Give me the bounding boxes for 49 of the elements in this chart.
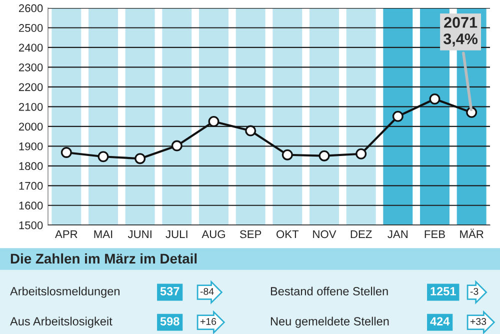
text: +16 [200, 318, 216, 325]
x-tick-label: DEZ [350, 230, 372, 238]
x-tick-label: JUNI [128, 230, 152, 238]
point [429, 94, 440, 104]
text: 598 [160, 317, 180, 326]
x-tick-label: MAI [94, 230, 112, 238]
point [356, 148, 367, 160]
y-tick-label: 1500 [19, 221, 43, 230]
text: Die Zahlen im März im Detail [10, 253, 197, 264]
y-tick-label: 2000 [18, 122, 43, 131]
point [208, 116, 220, 127]
x-tick-label: JULI [166, 230, 188, 238]
y-tick-label: 2400 [18, 44, 43, 52]
x-tick-label: OKT [276, 230, 299, 238]
text: 424 [430, 317, 450, 326]
text: -3 [470, 288, 478, 295]
point [134, 153, 146, 164]
annotation: 2071 3,4% [443, 16, 478, 46]
text: Neu gemeldete Stellen [270, 316, 389, 328]
x-tick-label: MÄR [460, 228, 484, 238]
x-tick-label: FEB [424, 230, 445, 238]
x-tick-label: SEP [240, 230, 262, 238]
x-tick-label: APR [55, 230, 78, 238]
text: Arbeitslosmeldungen [10, 286, 120, 298]
point [392, 110, 404, 122]
y-tick-label: 2600 [18, 4, 43, 12]
y-tick-label: 2200 [18, 83, 43, 92]
text: 1251 [430, 287, 456, 296]
y-tick-label: 2100 [18, 102, 43, 111]
point [318, 150, 330, 162]
point [171, 140, 182, 152]
x-tick-label: AUG [202, 230, 225, 238]
y-tick-label: 2300 [18, 63, 43, 72]
y-tick-label: 1800 [19, 162, 43, 170]
point [60, 146, 72, 158]
y-tick-label: 2500 [18, 24, 43, 32]
text: Bestand offene Stellen [270, 286, 388, 296]
text: +33 [470, 318, 486, 325]
point [98, 151, 109, 162]
text: -84 [200, 288, 214, 295]
x-tick-label: NOV [313, 230, 336, 238]
text: Aus Arbeitslosigkeit [10, 316, 112, 328]
x-tick-label: JAN [388, 230, 408, 238]
point [245, 125, 256, 136]
text: 537 [160, 287, 180, 296]
y-tick-label: 1900 [19, 142, 43, 150]
y-tick-label: 1700 [19, 182, 43, 190]
point [282, 149, 293, 160]
y-tick-label: 1600 [19, 202, 43, 210]
